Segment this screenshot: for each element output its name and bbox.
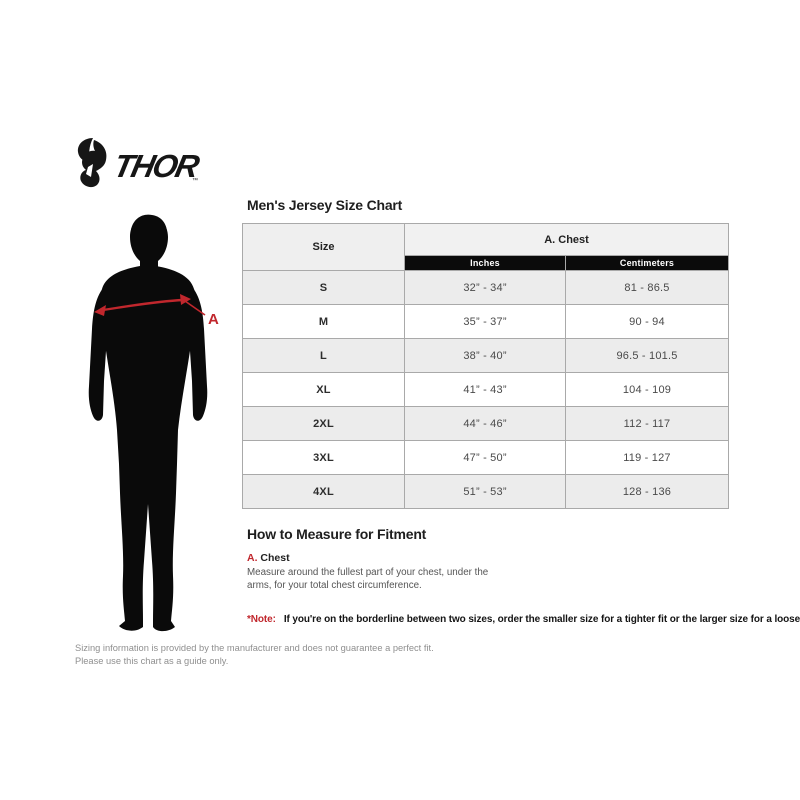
column-header-size: Size (242, 223, 405, 271)
measurement-figure: A (86, 212, 228, 644)
trademark-symbol: ™ (192, 177, 198, 184)
thor-logo: THOR ™ (76, 137, 203, 191)
chest-measure-arrow-icon (94, 294, 206, 316)
size-cell: 3XL (242, 440, 405, 475)
measure-item-title: A. Chest (247, 552, 515, 564)
table-row: S 32” - 34” 81 - 86.5 (242, 270, 729, 305)
cm-cell: 119 - 127 (565, 440, 729, 475)
size-cell: 4XL (242, 474, 405, 509)
size-cell: L (242, 338, 405, 373)
inches-cell: 35” - 37” (404, 304, 566, 339)
note-text: If you're on the borderline between two … (283, 614, 800, 625)
table-row: 4XL 51” - 53” 128 - 136 (242, 474, 729, 509)
inches-cell: 38” - 40” (404, 338, 566, 373)
measure-item-description: Measure around the fullest part of your … (247, 567, 489, 591)
table-row: 2XL 44” - 46” 112 - 117 (242, 406, 729, 441)
cm-cell: 90 - 94 (565, 304, 729, 339)
measure-item-name: Chest (260, 552, 290, 564)
howto-heading: How to Measure for Fitment (247, 526, 427, 542)
size-cell: M (242, 304, 405, 339)
column-header-chest: A. Chest (404, 223, 729, 256)
thor-helmet-icon: THOR ™ (77, 138, 203, 188)
male-silhouette-icon: A (88, 214, 219, 632)
disclaimer-line-2: Please use this chart as a guide only. (75, 655, 229, 666)
inches-cell: 41” - 43” (404, 372, 566, 407)
note-label: *Note: (247, 614, 276, 625)
size-cell: XL (242, 372, 405, 407)
chest-pointer-label: A (208, 311, 219, 328)
cm-cell: 104 - 109 (565, 372, 729, 407)
page-title: Men's Jersey Size Chart (247, 197, 403, 213)
measure-item-letter: A. (247, 552, 258, 564)
disclaimer-line-1: Sizing information is provided by the ma… (75, 643, 434, 653)
subheader-centimeters: Centimeters (565, 255, 729, 271)
cm-cell: 96.5 - 101.5 (565, 338, 729, 373)
cm-cell: 81 - 86.5 (565, 270, 729, 305)
table-row: M 35” - 37” 90 - 94 (242, 304, 729, 339)
inches-cell: 44” - 46” (404, 406, 566, 441)
cm-cell: 128 - 136 (565, 474, 729, 509)
size-chart-table: Size A. Chest Inches Centimeters S 32” -… (242, 223, 729, 509)
manufacturer-disclaimer: Sizing information is provided by the ma… (75, 642, 434, 667)
measure-item-chest: A. Chest Measure around the fullest part… (247, 552, 515, 592)
size-cell: S (242, 270, 405, 305)
inches-cell: 47” - 50” (404, 440, 566, 475)
inches-cell: 32” - 34” (404, 270, 566, 305)
table-row: L 38” - 40” 96.5 - 101.5 (242, 338, 729, 373)
size-cell: 2XL (242, 406, 405, 441)
sizing-note: *Note: If you're on the borderline betwee… (247, 614, 800, 625)
cm-cell: 112 - 117 (565, 406, 729, 441)
subheader-inches: Inches (404, 255, 566, 271)
thor-wordmark: THOR (111, 148, 202, 184)
table-row: XL 41” - 43” 104 - 109 (242, 372, 729, 407)
inches-cell: 51” - 53” (404, 474, 566, 509)
table-row: 3XL 47” - 50” 119 - 127 (242, 440, 729, 475)
